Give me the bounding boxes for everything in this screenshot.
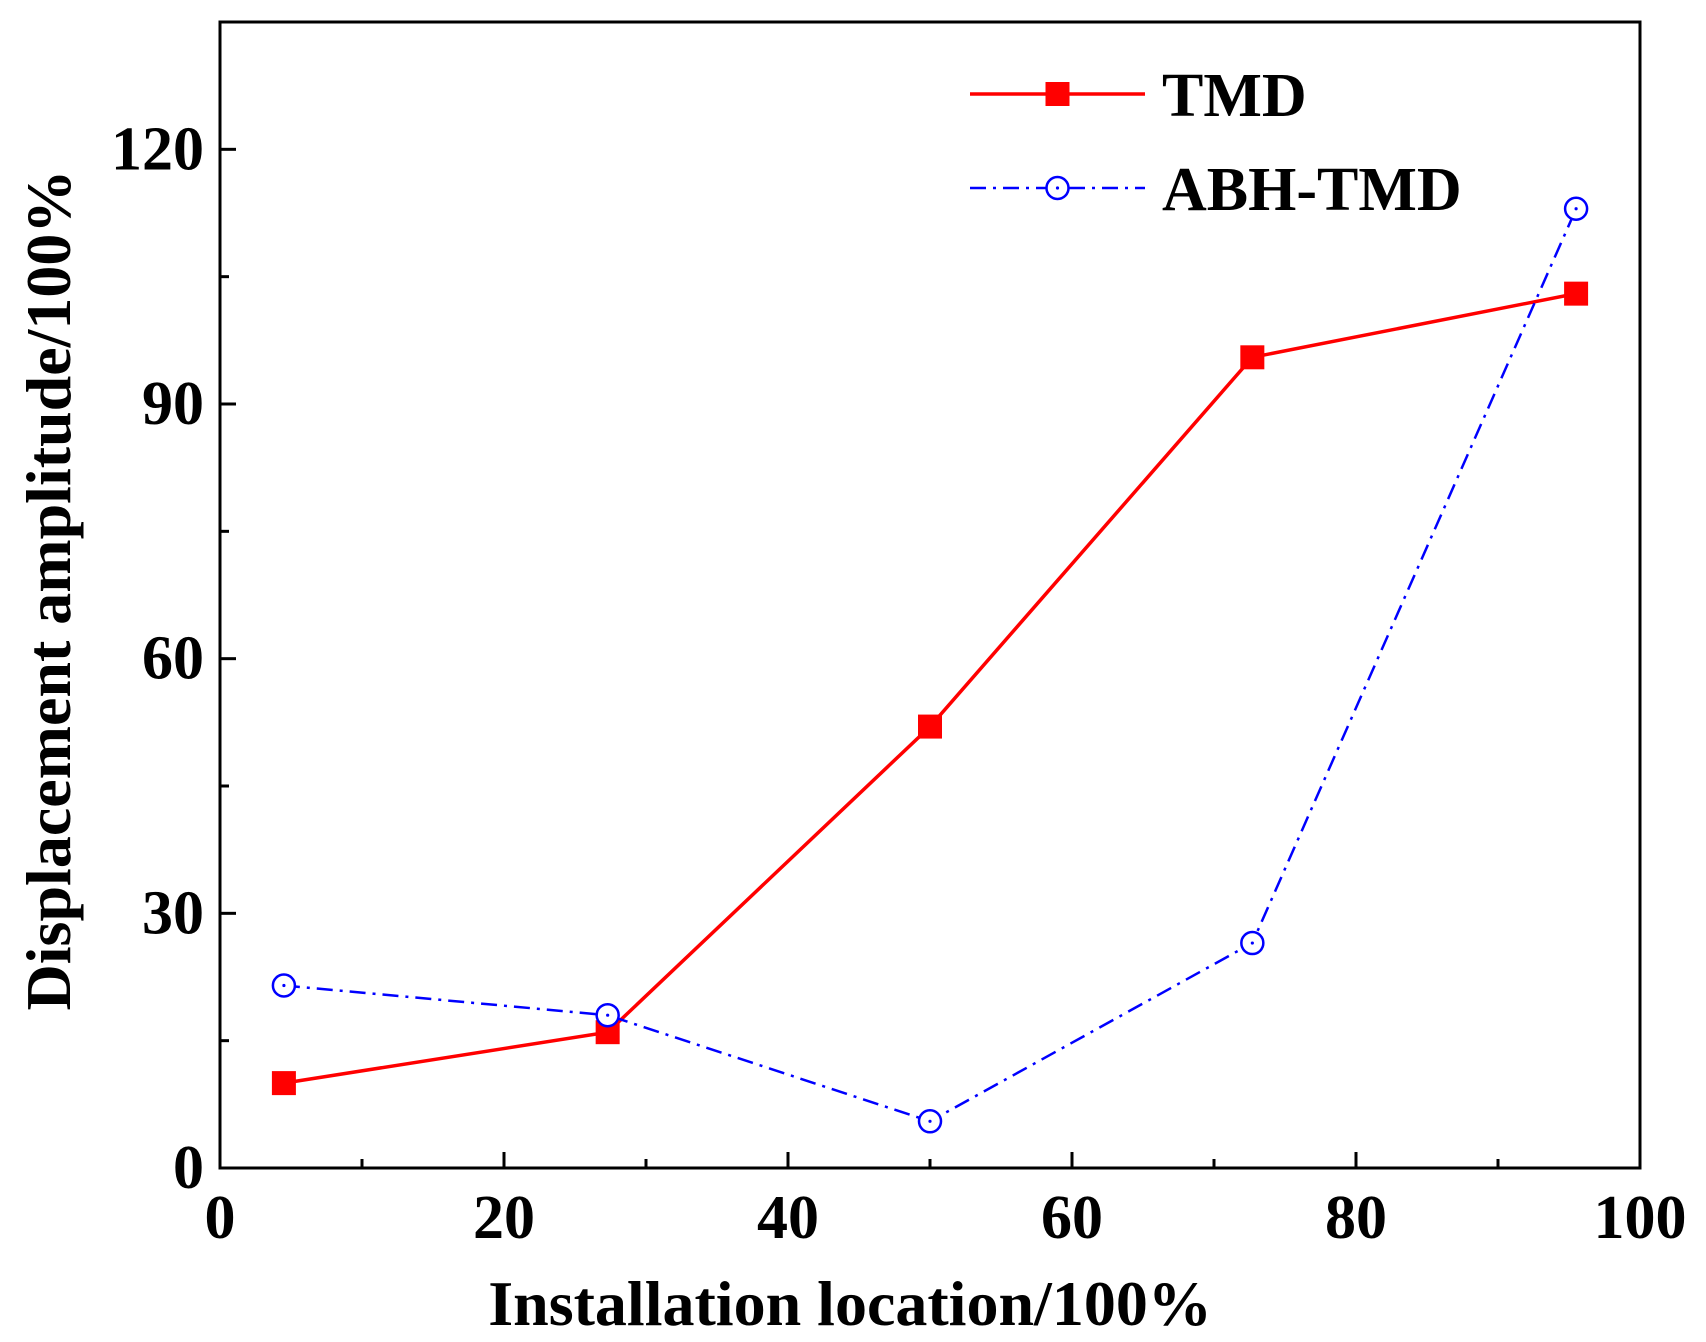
y-axis-title: Displacement amplitude/100% <box>13 170 84 1011</box>
legend-item: ABH-TMD <box>970 156 1462 224</box>
data-point <box>595 1020 620 1045</box>
data-point-dot <box>1250 941 1254 945</box>
plot-frame <box>218 20 1642 1170</box>
x-tick-label: 80 <box>1325 1184 1387 1252</box>
y-tick-label: 0 <box>173 1134 204 1202</box>
x-tick-label: 0 <box>205 1184 236 1252</box>
y-tick-label: 120 <box>111 115 204 183</box>
data-point-dot <box>282 983 286 988</box>
legend-marker <box>1045 82 1070 106</box>
series-line <box>283 291 1577 1085</box>
legend: TMD ABH-TMD <box>970 62 1462 224</box>
series-line <box>283 208 1578 1123</box>
y-tick-label: 60 <box>142 625 204 693</box>
y-tick-label: 90 <box>142 370 204 438</box>
legend-marker-dot <box>1055 186 1060 190</box>
axis-ticks: 0 20 40 60 80 100 0 30 60 90 120 <box>111 115 1687 1252</box>
data-point-dot <box>606 1013 610 1017</box>
x-tick-label: 40 <box>757 1184 819 1252</box>
data-point <box>271 1071 296 1096</box>
x-tick-label: 60 <box>1041 1184 1103 1252</box>
legend-label: ABH-TMD <box>1162 156 1462 224</box>
data-point <box>1564 281 1589 306</box>
x-axis-title-group: Installation location/100% <box>488 1268 1212 1339</box>
x-tick-label: 100 <box>1594 1184 1687 1252</box>
data-point-dot <box>928 1119 932 1123</box>
x-tick-label: 20 <box>473 1184 535 1252</box>
series-layer <box>271 196 1589 1134</box>
legend-label: TMD <box>1162 62 1307 130</box>
series-tmd <box>271 281 1589 1096</box>
data-point <box>918 714 942 739</box>
y-tick-label: 30 <box>142 879 204 947</box>
legend-item: TMD <box>970 62 1307 130</box>
data-point-dot <box>1574 207 1578 211</box>
series-abh-tmd <box>271 196 1589 1134</box>
data-point <box>1240 345 1265 370</box>
x-axis-title: Installation location/100% <box>488 1268 1212 1339</box>
